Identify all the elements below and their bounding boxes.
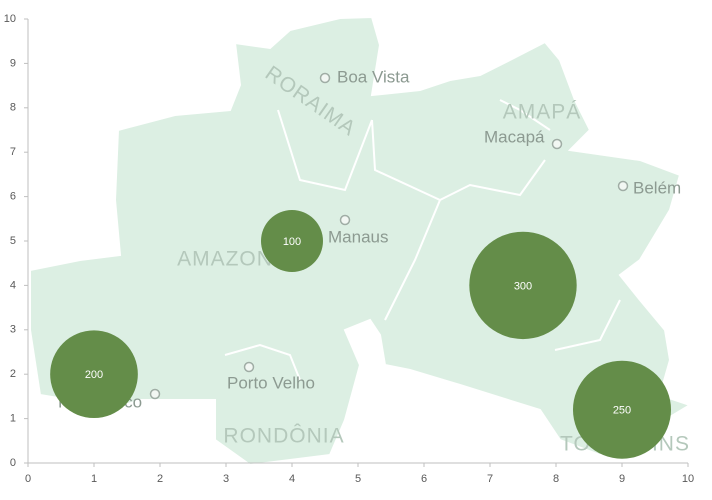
city-label: Boa Vista bbox=[337, 67, 410, 86]
y-tick-label: 8 bbox=[10, 102, 16, 114]
city-dot bbox=[617, 180, 629, 192]
city-dot bbox=[243, 361, 255, 373]
data-label: 100 bbox=[283, 236, 301, 248]
city-dot bbox=[339, 214, 351, 226]
city-dot bbox=[319, 72, 331, 84]
data-label: 300 bbox=[514, 280, 532, 292]
bubble bbox=[261, 210, 323, 272]
city-dot bbox=[149, 388, 161, 400]
y-tick-label: 1 bbox=[10, 413, 16, 425]
state-label: RONDÔNIA bbox=[223, 425, 344, 448]
y-tick-label: 3 bbox=[10, 324, 16, 336]
x-tick-label: 4 bbox=[289, 473, 295, 485]
x-tick-label: 2 bbox=[157, 473, 163, 485]
map-border bbox=[224, 99, 621, 381]
data-label: 200 bbox=[85, 369, 103, 381]
data-label: 250 bbox=[613, 405, 631, 417]
x-tick-label: 7 bbox=[487, 473, 493, 485]
map-shape bbox=[29, 15, 693, 467]
x-tick-label: 3 bbox=[223, 473, 229, 485]
city-label: Manaus bbox=[328, 227, 388, 246]
x-tick-label: 10 bbox=[682, 473, 694, 485]
x-tick-label: 6 bbox=[421, 473, 427, 485]
y-tick-label: 9 bbox=[10, 57, 16, 69]
y-tick-label: 6 bbox=[10, 191, 16, 203]
city-label: Macapá bbox=[484, 127, 545, 146]
x-tick-label: 5 bbox=[355, 473, 361, 485]
y-tick-label: 0 bbox=[10, 457, 16, 469]
y-tick-label: 2 bbox=[10, 368, 16, 380]
city-label: Porto Velho bbox=[227, 373, 315, 392]
x-tick-label: 9 bbox=[619, 473, 625, 485]
bubble bbox=[50, 330, 138, 419]
bubble bbox=[469, 231, 577, 340]
y-tick-label: 5 bbox=[10, 235, 16, 247]
map: RORAIMA AMAPÁ AMAZONAS RONDÔNIA TOCANTIN… bbox=[29, 15, 693, 467]
x-tick-label: 0 bbox=[25, 473, 31, 485]
city-label: Belém bbox=[633, 178, 681, 197]
city-dot bbox=[551, 138, 563, 150]
x-tick-label: 8 bbox=[553, 473, 559, 485]
x-tick-label: 1 bbox=[91, 473, 97, 485]
state-label: AMAPÁ bbox=[503, 101, 582, 124]
bubble bbox=[572, 360, 672, 459]
y-tick-label: 4 bbox=[10, 279, 16, 291]
y-tick-label: 10 bbox=[4, 13, 16, 25]
y-tick-label: 7 bbox=[10, 146, 16, 158]
